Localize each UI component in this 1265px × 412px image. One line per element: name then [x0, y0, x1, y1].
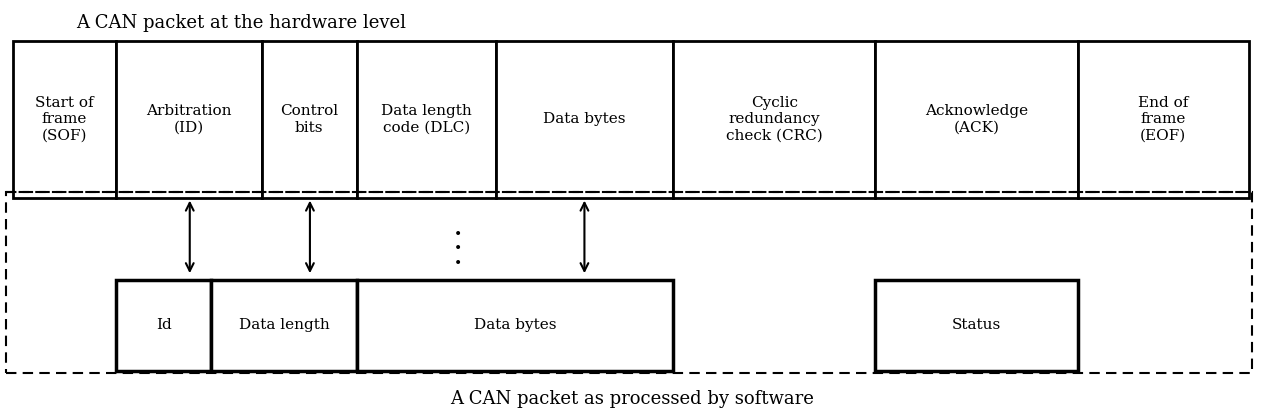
- Bar: [875, 41, 1078, 198]
- Text: Start of
frame
(SOF): Start of frame (SOF): [35, 96, 94, 143]
- Bar: [211, 280, 357, 371]
- Text: •: •: [454, 242, 462, 256]
- Text: Data bytes: Data bytes: [473, 318, 557, 332]
- Bar: [357, 41, 496, 198]
- Bar: [875, 280, 1078, 371]
- Text: Cyclic
redundancy
check (CRC): Cyclic redundancy check (CRC): [726, 96, 822, 143]
- Text: Data length: Data length: [239, 318, 329, 332]
- Bar: [496, 41, 673, 198]
- Text: Arbitration
(ID): Arbitration (ID): [147, 104, 231, 135]
- Bar: [262, 41, 357, 198]
- Text: •: •: [454, 228, 462, 242]
- Text: Status: Status: [953, 318, 1001, 332]
- Text: Control
bits: Control bits: [281, 104, 338, 135]
- Text: Id: Id: [156, 318, 172, 332]
- Text: Data bytes: Data bytes: [543, 112, 626, 126]
- Bar: [116, 280, 211, 371]
- FancyArrowPatch shape: [186, 203, 194, 271]
- Text: A CAN packet at the hardware level: A CAN packet at the hardware level: [76, 14, 406, 32]
- FancyArrowPatch shape: [306, 203, 314, 271]
- Bar: [357, 280, 673, 371]
- Bar: [673, 41, 875, 198]
- Text: End of
frame
(EOF): End of frame (EOF): [1138, 96, 1188, 143]
- Bar: [13, 41, 116, 198]
- Text: •: •: [454, 257, 462, 271]
- Text: A CAN packet as processed by software: A CAN packet as processed by software: [450, 390, 815, 408]
- Bar: [1078, 41, 1249, 198]
- Bar: [116, 41, 262, 198]
- FancyArrowPatch shape: [581, 203, 588, 271]
- Text: Acknowledge
(ACK): Acknowledge (ACK): [925, 104, 1028, 135]
- Text: Data length
code (DLC): Data length code (DLC): [381, 104, 472, 135]
- Bar: [6, 192, 1252, 373]
